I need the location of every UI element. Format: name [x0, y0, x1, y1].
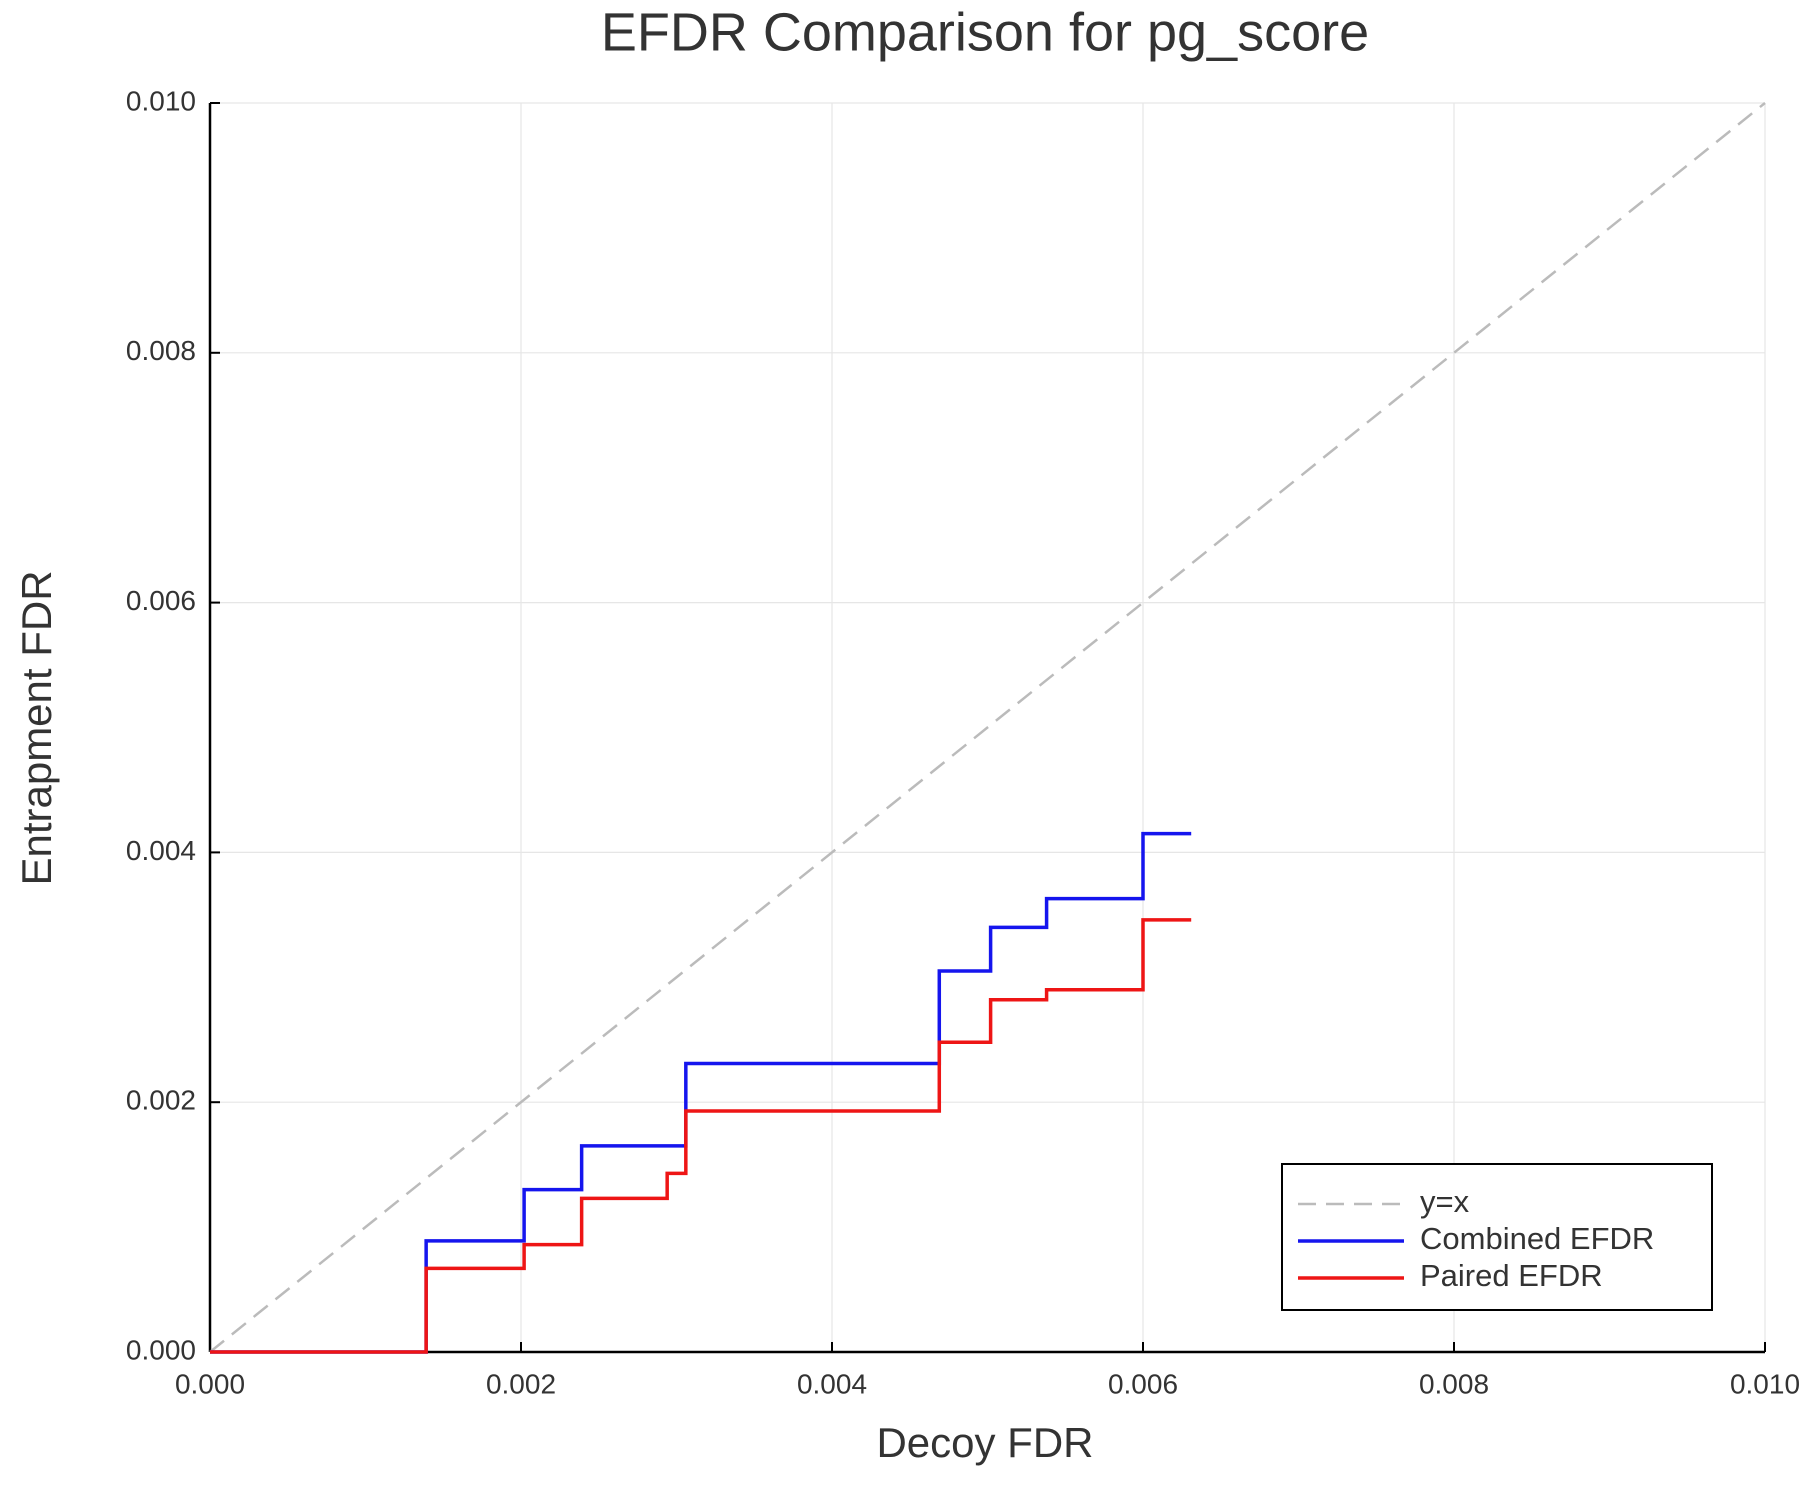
- x-tick-label: 0.010: [1730, 1368, 1800, 1399]
- legend-label: Combined EFDR: [1420, 1221, 1654, 1256]
- legend-box: [1281, 1163, 1713, 1311]
- x-tick-label: 0.004: [797, 1368, 867, 1399]
- y-tick-label: 0.002: [126, 1085, 196, 1116]
- legend-label: y=x: [1420, 1184, 1470, 1219]
- y-tick-label: 0.010: [126, 85, 196, 116]
- x-tick-label: 0.002: [486, 1368, 556, 1399]
- y-tick-label: 0.004: [126, 835, 196, 866]
- series-line: [210, 831, 1192, 1354]
- x-tick-label: 0.000: [175, 1368, 245, 1399]
- x-tick-label: 0.008: [1419, 1368, 1489, 1399]
- x-tick-label: 0.006: [1108, 1368, 1178, 1399]
- y-axis-label: Entrapment FDR: [13, 570, 60, 885]
- y-tick-label: 0.006: [126, 585, 196, 616]
- y-tick-label: 0.008: [126, 335, 196, 366]
- chart-title: EFDR Comparison for pg_score: [601, 2, 1369, 62]
- legend-label: Paired EFDR: [1420, 1258, 1603, 1293]
- series-line: [210, 918, 1192, 1354]
- series-line: [209, 102, 1766, 1353]
- y-tick-label: 0.000: [126, 1334, 196, 1365]
- x-axis-label: Decoy FDR: [876, 1419, 1093, 1466]
